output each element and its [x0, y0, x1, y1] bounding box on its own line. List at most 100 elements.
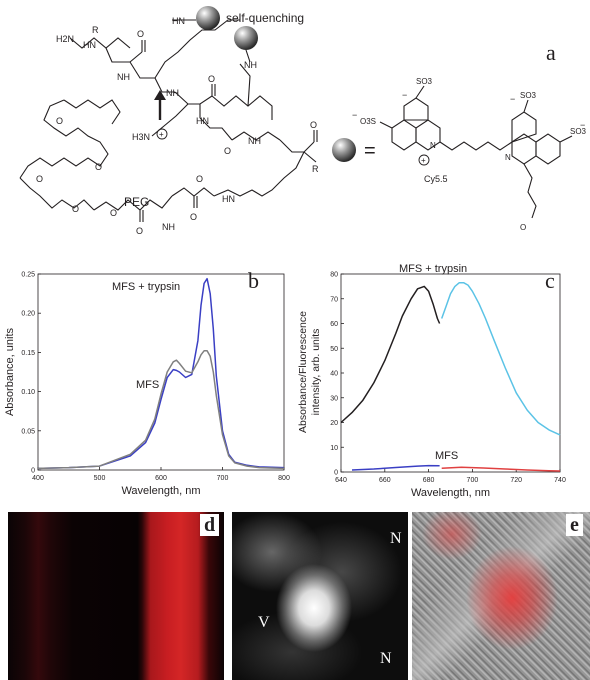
chart-b-x-axis-label: Wavelength, nm [121, 485, 200, 497]
chart-c-y-tick-label: 0 [334, 470, 338, 477]
chart-c-x-tick-label: 740 [554, 477, 566, 484]
atom-o-5: O [196, 174, 203, 184]
atom-o-4: O [310, 120, 317, 130]
dye-name: Cy5.5 [424, 174, 448, 184]
chart-b-x-tick-label: 700 [217, 475, 229, 482]
atom-o3s-1: O3S [360, 117, 376, 126]
chart-c-y-tick-label: 30 [330, 395, 338, 402]
dye-sphere-2 [234, 26, 258, 50]
chart-b-x-tick-label: 400 [32, 475, 44, 482]
atom-o-2: O [208, 74, 215, 84]
atom-minus-2: − [352, 110, 357, 120]
chart-c-x-tick-label: 680 [423, 477, 435, 484]
dye-sphere-1 [196, 6, 220, 30]
atom-nh-4: NH [248, 136, 261, 146]
atom-o-10: O [72, 204, 79, 214]
atom-o-1: O [137, 29, 144, 39]
chart-c-series-line-1 [340, 285, 441, 424]
atom-h3n: H3N [132, 132, 150, 142]
atom-hn-2: HN [172, 16, 185, 26]
atom-so3-3: SO3 [570, 127, 587, 136]
chart-b-y-tick-label: 0.25 [21, 272, 35, 279]
chart-c-x-tick-label: 640 [335, 477, 347, 484]
chart-b-x-tick-label: 500 [94, 475, 106, 482]
chart-b-y-tick-label: 0.15 [21, 350, 35, 357]
atom-so3-1: SO3 [416, 77, 433, 86]
atom-so3-2: SO3 [520, 91, 537, 100]
chart-b-y-tick-label: 0 [31, 468, 35, 475]
chart-c-y-tick-label: 50 [330, 346, 338, 353]
atom-plus-cy: + [421, 156, 426, 165]
chart-b-annotation-trypsin: MFS + trypsin [112, 281, 180, 293]
panel-letter-a: a [546, 40, 556, 65]
micrograph-fluorescence [232, 512, 408, 680]
cy55-structure [379, 85, 573, 219]
atom-hn-3: HN [196, 116, 209, 126]
panel-letter-b: b [248, 268, 259, 293]
chart-c-y-tick-label: 20 [330, 420, 338, 427]
chart-c-x-tick-label: 660 [379, 477, 391, 484]
panel-letter-e: e [566, 514, 583, 536]
atom-hn-4: HN [222, 194, 235, 204]
chart-b-annotation-mfs: MFS [136, 379, 159, 391]
atom-o-7: O [136, 226, 143, 236]
chart-c-annotation-trypsin: MFS + trypsin [399, 263, 467, 275]
chart-c: 640 660 680 700 720 740 0 10 20 30 40 50 60 70 80 Wavel… [297, 263, 566, 499]
panel-letter-c: c [545, 268, 555, 293]
atom-o-9: O [36, 174, 43, 184]
atom-minus-3: − [510, 94, 515, 104]
atom-nh-1: NH [117, 72, 130, 82]
atom-h2n: H2N [56, 34, 74, 44]
atom-nh-5: NH [162, 222, 175, 232]
micro-label-n1: N [390, 530, 402, 547]
chart-c-y-tick-label: 40 [330, 371, 338, 378]
chart-c-plot-frame [340, 273, 561, 473]
chart-c-series-line-2 [440, 281, 561, 436]
chart-b-y-axis-label: Absorbance, units [4, 327, 16, 416]
atom-r-2: R [312, 164, 319, 174]
atom-o-12: O [95, 162, 102, 172]
chart-b-series-line-2 [37, 350, 285, 470]
atom-nh-2: NH [166, 88, 179, 98]
chart-c-y-tick-label: 70 [330, 296, 338, 303]
chart-c-series-line-4 [441, 466, 561, 472]
panel-a-structure: H2N HN R O NH NH HN O NH HN H3N + O NH O… [19, 6, 587, 236]
chart-c-x-axis-label: Wavelength, nm [411, 487, 490, 499]
atom-o-11: O [110, 208, 117, 218]
chart-b-y-tick-label: 0.10 [21, 389, 35, 396]
chart-c-x-tick-label: 700 [467, 477, 479, 484]
atom-n-cy-1: N [430, 141, 436, 150]
atom-o-6: O [190, 212, 197, 222]
peg-label: PEG [124, 195, 149, 209]
chart-b-plot-frame [37, 273, 285, 471]
chart-b-x-tick-label: 800 [278, 475, 290, 482]
self-quenching-label: self-quenching [226, 11, 304, 25]
panel-d-image [8, 512, 224, 680]
chart-c-series-line-3 [351, 464, 440, 471]
atom-plus-1: + [159, 130, 164, 139]
atom-o-cy: O [520, 223, 526, 232]
panel-e-image [412, 512, 590, 680]
atom-minus-4: − [580, 120, 585, 130]
chart-b-x-tick-label: 600 [155, 475, 167, 482]
micro-label-n2: N [380, 650, 392, 667]
chart-c-y-tick-label: 10 [330, 445, 338, 452]
micro-label-v: V [258, 614, 270, 631]
atom-o-8: O [56, 116, 63, 126]
chart-c-annotation-mfs: MFS [435, 450, 458, 462]
chart-c-y-tick-label: 60 [330, 321, 338, 328]
dye-sphere-legend [332, 138, 356, 162]
atom-hn-1: HN [83, 40, 96, 50]
atom-minus-1: − [402, 90, 407, 100]
atom-r-1: R [92, 25, 99, 35]
chart-b-series-line-1 [37, 277, 285, 470]
chart-b-y-tick-label: 0.20 [21, 311, 35, 318]
chart-c-x-tick-label: 720 [510, 477, 522, 484]
panel-letter-d: d [200, 514, 220, 536]
chart-c-y-axis-label: Absorbance/Fluorescence [297, 311, 309, 433]
chart-c-y-tick-label: 80 [330, 272, 338, 279]
chart-c-y-axis-label-line2: intensity, arb. units [310, 329, 322, 416]
atom-n-cy-2: N [505, 153, 511, 162]
atom-o-3: O [224, 146, 231, 156]
chart-b: 400 500 600 700 800 0 0.05 0.10 0.15 0.20 0.25 Wave… [4, 272, 290, 498]
